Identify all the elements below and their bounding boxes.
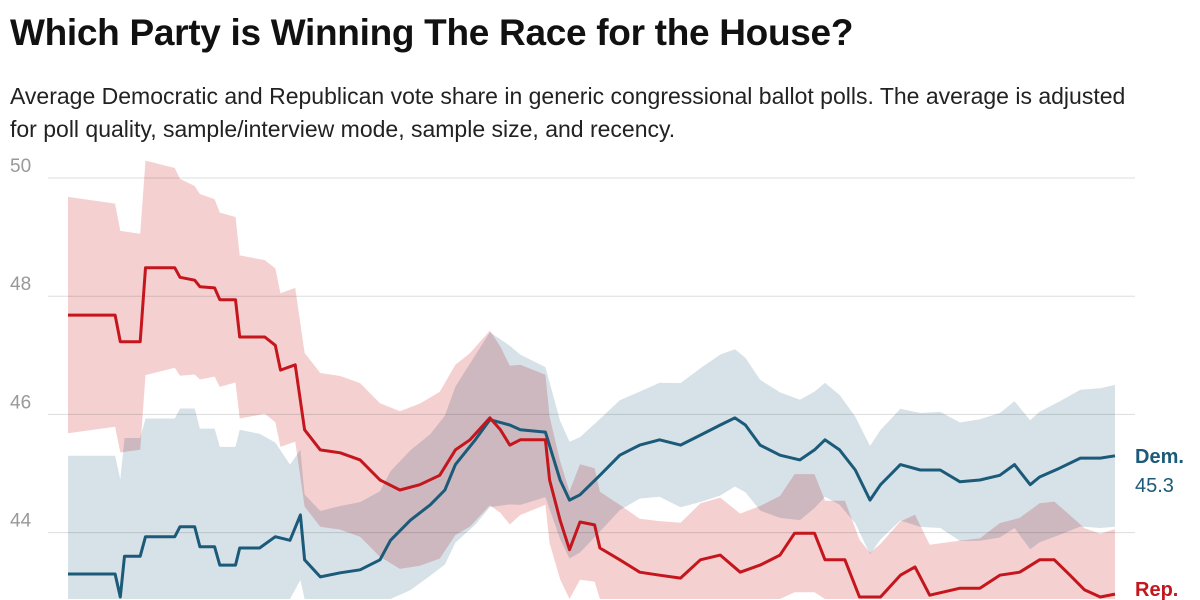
y-tick-label-50: 50	[10, 156, 31, 177]
dem-confidence-band	[68, 332, 1115, 599]
y-tick-label-46: 46	[10, 392, 31, 413]
rep-series-line	[68, 266, 1116, 599]
rep-series-label: Rep.	[1135, 579, 1178, 600]
dem-series-line	[68, 416, 1116, 599]
y-tick-label-48: 48	[10, 274, 31, 295]
rep-confidence-band	[68, 160, 1115, 599]
chart-title: Which Party is Winning The Race for the …	[10, 12, 854, 53]
y-tick-label-44: 44	[10, 511, 32, 532]
dem-series-label: Dem.	[1135, 446, 1184, 468]
dem-last-value-label: 45.3	[1135, 475, 1174, 497]
chart-subtitle: Average Democratic and Republican vote s…	[10, 83, 1126, 142]
